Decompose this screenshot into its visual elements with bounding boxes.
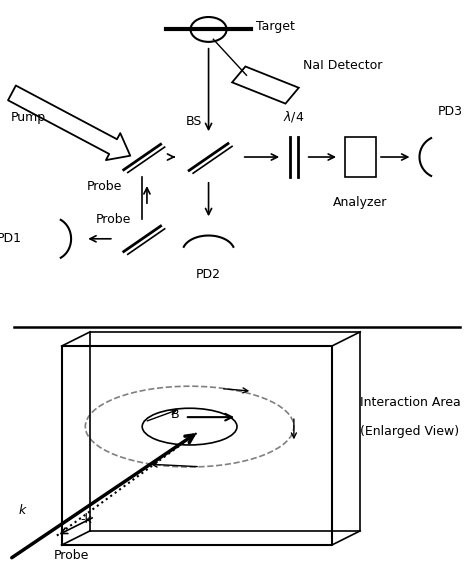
Text: Probe: Probe xyxy=(87,180,122,193)
Text: Probe: Probe xyxy=(54,549,89,562)
Text: Pump: Pump xyxy=(11,111,46,124)
Bar xyxy=(345,138,375,177)
Text: Analyzer: Analyzer xyxy=(333,196,387,209)
Text: Probe: Probe xyxy=(96,213,131,226)
Text: PD3: PD3 xyxy=(438,105,463,118)
Text: PD1: PD1 xyxy=(0,232,22,245)
Text: (Enlarged View): (Enlarged View) xyxy=(360,425,459,438)
Text: PD2: PD2 xyxy=(196,268,221,281)
Text: Target: Target xyxy=(256,20,295,33)
Text: k: k xyxy=(19,504,26,517)
Text: B: B xyxy=(171,408,180,421)
Text: BS: BS xyxy=(186,114,202,127)
Text: -k: -k xyxy=(81,513,92,526)
Text: Interaction Area: Interaction Area xyxy=(360,396,461,409)
Text: NaI Detector: NaI Detector xyxy=(303,59,383,72)
FancyArrowPatch shape xyxy=(8,86,130,160)
Text: $\lambda$/4: $\lambda$/4 xyxy=(283,109,305,124)
